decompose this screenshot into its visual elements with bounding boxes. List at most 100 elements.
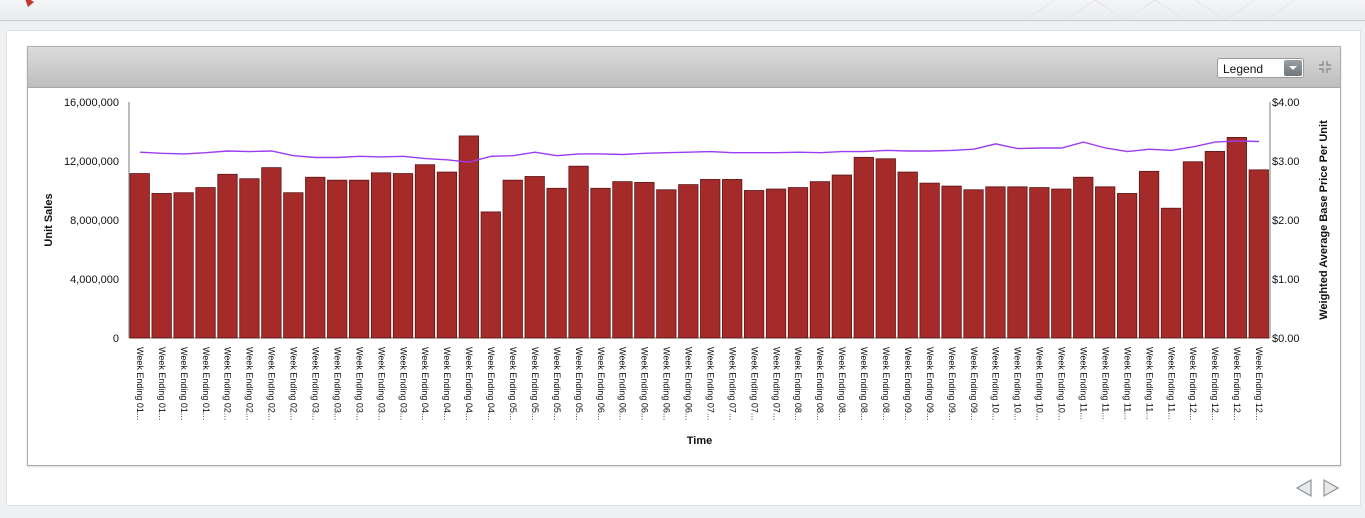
- x-tick-label: Week Ending 06...: [596, 347, 606, 420]
- legend-dropdown[interactable]: Legend: [1217, 58, 1304, 78]
- bar: [327, 179, 348, 339]
- bar: [1051, 188, 1072, 339]
- y-tick-label: 0: [113, 333, 119, 345]
- bar: [546, 187, 567, 339]
- x-tick-label: Week Ending 11...: [1144, 347, 1154, 420]
- x-tick-label: Week Ending 11...: [1078, 347, 1088, 420]
- x-tick-label: Week Ending 06...: [618, 347, 628, 420]
- bar: [129, 173, 150, 339]
- next-arrow-icon[interactable]: [1322, 478, 1340, 498]
- x-tick-label: Week Ending 07...: [771, 347, 781, 420]
- x-tick-label: Week Ending 04...: [442, 347, 452, 420]
- bar: [1226, 137, 1247, 339]
- bar: [656, 189, 677, 339]
- bar: [305, 176, 326, 339]
- x-tick-label: Week Ending 09...: [969, 347, 979, 420]
- x-tick-label: Week Ending 02...: [289, 347, 299, 420]
- x-tick-label: Week Ending 11...: [1100, 347, 1110, 420]
- top-bar: [0, 0, 1365, 21]
- x-tick-label: Week Ending 07...: [705, 347, 715, 420]
- bar: [1117, 193, 1138, 339]
- bar: [700, 179, 721, 339]
- bar: [678, 184, 699, 339]
- bar: [392, 173, 414, 339]
- x-tick-label: Week Ending 06...: [640, 347, 650, 420]
- bar: [1007, 186, 1028, 339]
- bar: [743, 190, 765, 339]
- header-decoration: [1025, 0, 1296, 20]
- bar: [1073, 176, 1094, 339]
- x-tick-label: Week Ending 07...: [727, 347, 737, 420]
- bar: [1160, 207, 1182, 339]
- x-tick-label: Week Ending 12...: [1188, 347, 1198, 420]
- y2-tick-label: $0.00: [1272, 333, 1300, 345]
- y-axis-title: Unit Sales: [43, 193, 55, 246]
- x-tick-label: Week Ending 09...: [925, 347, 935, 420]
- chevron-down-icon[interactable]: [1284, 60, 1302, 76]
- x-tick-label: Week Ending 09...: [903, 347, 913, 420]
- x-tick-label: Week Ending 09...: [947, 347, 957, 420]
- bar: [963, 189, 984, 339]
- x-tick-label: Week Ending 12...: [1232, 347, 1242, 420]
- bar: [1248, 169, 1269, 339]
- bar: [1029, 187, 1050, 339]
- x-tick-label: Week Ending 04...: [464, 347, 474, 420]
- bar: [239, 178, 260, 339]
- x-tick-label: Week Ending 05...: [530, 347, 540, 420]
- x-tick-label: Week Ending 03...: [398, 347, 408, 420]
- bar: [480, 211, 501, 339]
- x-tick-label: Week Ending 03...: [354, 347, 364, 420]
- x-tick-label: Week Ending 08...: [793, 347, 803, 420]
- y2-axis-title: Weighted Average Base Price Per Unit: [1318, 120, 1330, 320]
- x-tick-label: Week Ending 05...: [552, 347, 562, 420]
- y-tick-label: 16,000,000: [64, 97, 119, 109]
- x-tick-label: Week Ending 12...: [1210, 347, 1220, 420]
- bar: [722, 179, 743, 339]
- bar: [1182, 161, 1204, 339]
- bar: [941, 185, 962, 339]
- x-tick-label: Week Ending 10...: [1035, 347, 1045, 420]
- bar: [985, 186, 1006, 339]
- x-tick-label: Week Ending 03...: [311, 347, 321, 420]
- bar: [217, 173, 238, 339]
- x-tick-label: Week Ending 03...: [332, 347, 342, 420]
- bar: [853, 156, 874, 339]
- bar: [414, 164, 436, 339]
- x-tick-label: Week Ending 04...: [486, 347, 496, 420]
- y-tick-label: 12,000,000: [64, 156, 119, 168]
- chart-panel-header: Legend: [28, 47, 1340, 88]
- bar: [283, 192, 304, 339]
- y2-tick-label: $4.00: [1272, 97, 1300, 109]
- x-tick-label: Week Ending 01...: [157, 347, 167, 420]
- bar: [524, 176, 545, 339]
- bar: [349, 179, 370, 339]
- bar: [590, 187, 611, 339]
- bar: [612, 181, 633, 339]
- price-line: [139, 140, 1260, 163]
- y2-tick-label: $1.00: [1272, 274, 1300, 286]
- bar: [634, 181, 655, 339]
- prev-arrow-icon[interactable]: [1295, 478, 1313, 498]
- x-axis-title: Time: [687, 435, 712, 447]
- x-tick-label: Week Ending 08...: [837, 347, 847, 420]
- legend-dropdown-label: Legend: [1223, 62, 1264, 76]
- x-tick-label: Week Ending 01...: [135, 347, 145, 420]
- bar: [875, 158, 896, 339]
- x-tick-label: Week Ending 04...: [420, 347, 430, 420]
- bar: [765, 188, 787, 339]
- x-tick-label: Week Ending 02...: [245, 347, 255, 420]
- collapse-icon[interactable]: [1318, 60, 1332, 74]
- bar: [897, 171, 918, 339]
- x-tick-label: Week Ending 08...: [859, 347, 869, 420]
- x-tick-label: Week Ending 10...: [991, 347, 1001, 420]
- bar: [458, 135, 479, 339]
- bar: [151, 193, 172, 339]
- x-tick-label: Week Ending 10...: [1013, 347, 1023, 420]
- x-tick-label: Week Ending 08...: [815, 347, 825, 420]
- bar: [195, 187, 216, 339]
- y-tick-label: 4,000,000: [70, 274, 119, 286]
- x-tick-label: Week Ending 05...: [508, 347, 518, 420]
- x-tick-label: Week Ending 03...: [376, 347, 386, 420]
- combo-chart: 16,000,000 12,000,000 8,000,000 4,000,000 0 $…: [43, 97, 1330, 447]
- x-tick-label: Week Ending 06...: [684, 347, 694, 420]
